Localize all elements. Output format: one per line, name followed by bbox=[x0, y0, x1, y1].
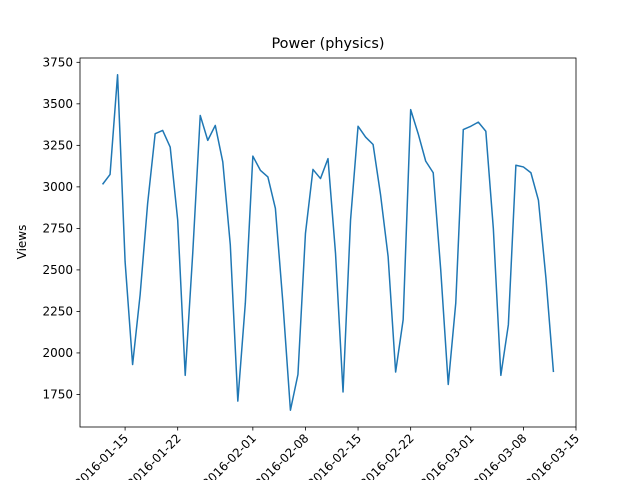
x-tick-label: 2016-01-22 bbox=[125, 431, 184, 480]
x-tick-label: 2016-01-15 bbox=[72, 431, 131, 480]
x-tick-label: 2016-02-01 bbox=[200, 431, 259, 480]
y-tick-label: 2000 bbox=[42, 346, 73, 360]
y-axis-label: Views bbox=[15, 225, 29, 260]
y-tick-label: 1750 bbox=[42, 387, 73, 401]
y-tick-label: 3250 bbox=[42, 138, 73, 152]
chart-title: Power (physics) bbox=[272, 36, 385, 52]
y-tick-label: 2750 bbox=[42, 221, 73, 235]
x-tick-label: 2016-02-15 bbox=[305, 431, 364, 480]
data-line bbox=[101, 74, 555, 411]
x-tick-label: 2016-02-08 bbox=[252, 431, 311, 480]
y-tick-label: 2250 bbox=[42, 304, 73, 318]
y-tick-label: 3000 bbox=[42, 180, 73, 194]
y-tick-label: 2500 bbox=[42, 263, 73, 277]
x-tick-label: 2016-03-01 bbox=[418, 431, 477, 480]
x-tick-label: 2016-03-08 bbox=[470, 431, 529, 480]
x-tick-label: 2016-02-22 bbox=[358, 431, 417, 480]
plot-frame bbox=[79, 57, 577, 428]
y-tick-label: 3750 bbox=[42, 55, 73, 69]
x-tick-label: 2016-03-15 bbox=[523, 431, 582, 480]
y-tick-label: 3500 bbox=[42, 97, 73, 111]
